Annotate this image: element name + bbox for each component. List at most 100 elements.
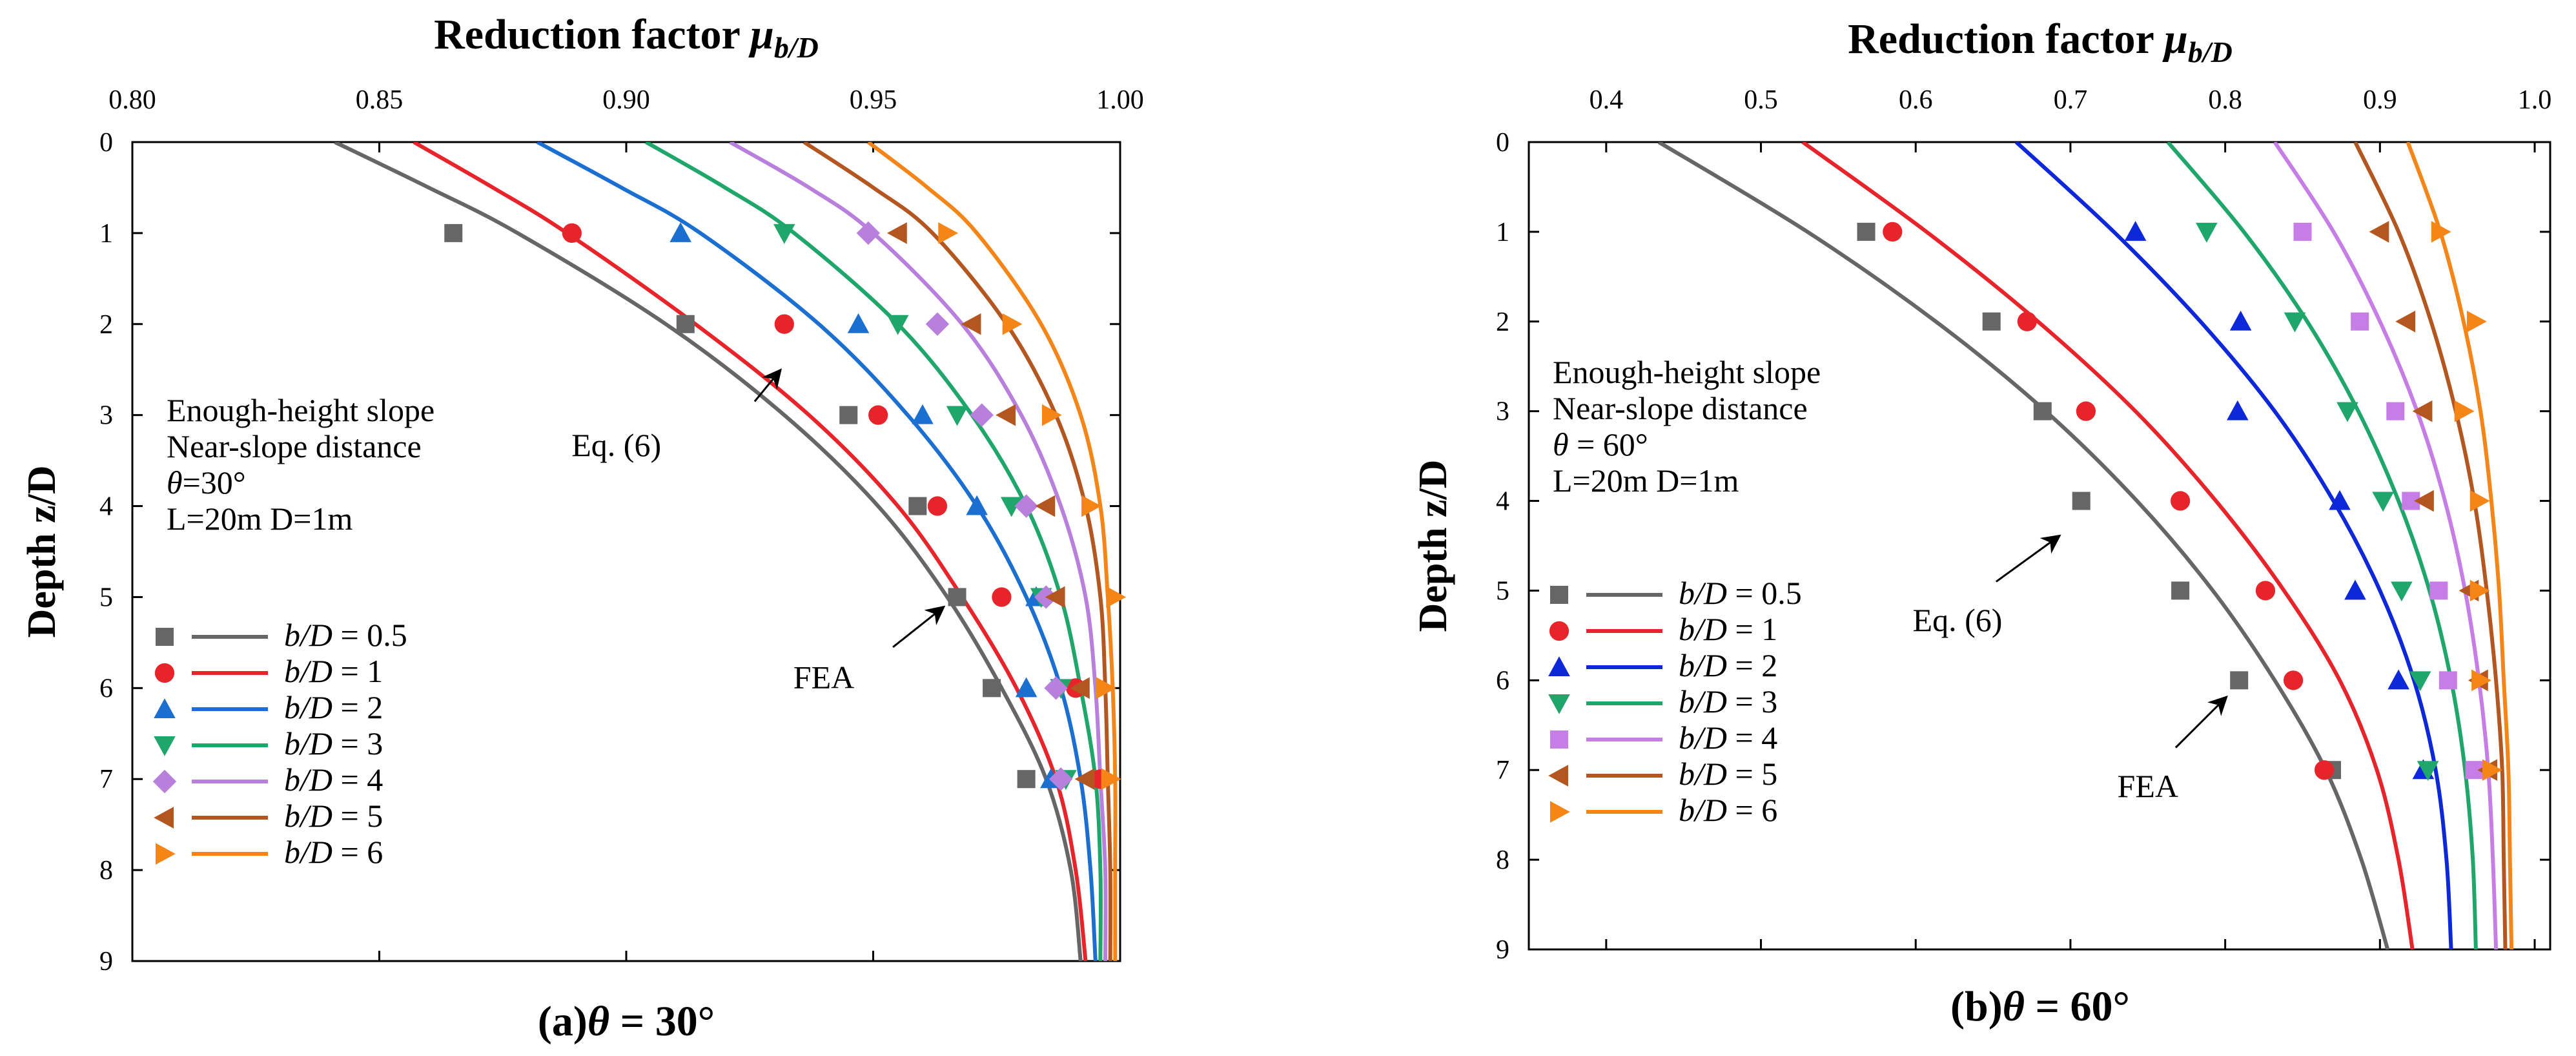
chart-panel-b: 0.4 0.5 0.6 0.7 0.8 0.9 1.0 0 1 2 3 4 5 6 7 8 9 Reduction… xyxy=(1411,16,2551,1030)
data-point xyxy=(1096,677,1116,699)
data-point xyxy=(908,497,927,515)
x-axis-symbol: μ xyxy=(748,11,774,58)
x-tick-label: 1.00 xyxy=(1096,85,1144,115)
legend-marker xyxy=(1550,730,1568,749)
legend-label: b/D = 1 xyxy=(284,653,383,689)
data-point xyxy=(983,679,1001,698)
y-tick-label: 8 xyxy=(1496,845,1509,875)
y-tick-label: 0 xyxy=(99,128,113,158)
series-line xyxy=(413,142,1088,961)
legend-value: = 3 xyxy=(332,725,383,761)
data-point xyxy=(961,313,981,335)
data-point xyxy=(2395,310,2416,333)
data-point xyxy=(774,314,794,334)
legend-label: b/D = 1 xyxy=(1679,611,1777,647)
legend-label: b/D = 0.5 xyxy=(284,617,407,653)
data-point xyxy=(2454,400,2475,422)
legend-var: b/D xyxy=(284,761,332,798)
legend-var: b/D xyxy=(1679,720,1727,756)
data-point xyxy=(886,315,909,335)
x-axis-subscript: b/D xyxy=(2188,36,2233,68)
data-point xyxy=(2469,579,2490,602)
legend-var: b/D xyxy=(1679,575,1727,611)
legend-marker xyxy=(1550,801,1570,823)
data-point xyxy=(1017,770,1036,789)
data-point xyxy=(2227,400,2249,420)
data-point xyxy=(2284,312,2306,333)
curves xyxy=(334,142,1118,961)
x-axis-title: Reduction factor μb/D xyxy=(434,11,819,64)
panel-caption: (b)θ = 60° xyxy=(1950,983,2130,1030)
data-point xyxy=(996,404,1016,426)
legend-marker xyxy=(156,843,176,865)
legend-label: b/D = 2 xyxy=(284,689,383,725)
legend-var: b/D xyxy=(284,798,332,834)
legend-value: = 0.5 xyxy=(332,617,407,653)
y-tick-label: 8 xyxy=(99,856,113,885)
caption-label: (b) xyxy=(1950,983,2003,1030)
data-point xyxy=(2482,759,2502,782)
y-tick-label: 1 xyxy=(1496,218,1509,247)
data-point xyxy=(1883,222,1903,242)
x-tick-label: 0.95 xyxy=(850,85,897,115)
plot-frame xyxy=(131,141,1121,962)
data-point xyxy=(444,223,463,242)
x-tick-label: 1.0 xyxy=(2518,85,2552,115)
legend-var: b/D xyxy=(284,834,332,870)
data-point xyxy=(1070,677,1090,699)
legend-var: b/D xyxy=(1679,683,1727,720)
data-point xyxy=(925,312,950,336)
data-point xyxy=(1044,676,1068,700)
caption-label: (a) xyxy=(538,998,588,1045)
y-tick-label: 6 xyxy=(1496,666,1509,696)
y-tick-label: 3 xyxy=(99,401,113,431)
data-point xyxy=(2314,760,2335,780)
data-point xyxy=(2230,671,2249,690)
data-point xyxy=(2171,581,2190,600)
x-tick-label: 0.90 xyxy=(602,85,650,115)
annotation-label: FEA xyxy=(2118,768,2178,804)
legend-value: = 2 xyxy=(332,689,383,725)
data-point xyxy=(1857,222,1876,241)
y-tick-label: 9 xyxy=(1496,935,1509,965)
info-line: Enough-height slope xyxy=(167,392,434,428)
x-tick-label: 0.7 xyxy=(2054,85,2088,115)
legend-var: b/D xyxy=(284,689,332,725)
series-line xyxy=(334,142,1083,961)
legend-marker xyxy=(1548,694,1570,714)
legend-label: b/D = 5 xyxy=(1679,756,1777,792)
data-point xyxy=(992,587,1012,607)
data-point xyxy=(948,588,966,606)
data-point xyxy=(2438,671,2457,690)
legend-marker xyxy=(154,663,175,683)
data-point xyxy=(2414,490,2434,512)
y-tick-label: 2 xyxy=(99,310,113,340)
data-point xyxy=(927,496,948,516)
data-point xyxy=(2469,490,2490,512)
legend-value: = 3 xyxy=(1727,683,1777,720)
data-point xyxy=(2171,491,2191,511)
annotation-arrow xyxy=(753,368,782,402)
data-point xyxy=(839,406,858,424)
series-line xyxy=(1801,142,2415,949)
y-axis-title: Depth z/D xyxy=(20,466,64,638)
legend-value: = 4 xyxy=(332,761,383,798)
legend-marker xyxy=(1548,765,1568,787)
data-point xyxy=(938,222,959,244)
data-point xyxy=(1015,677,1038,698)
y-tick-label: 3 xyxy=(1496,397,1509,427)
legend-value: = 0.5 xyxy=(1727,575,1802,611)
series-line xyxy=(2353,142,2508,949)
series-line xyxy=(2273,142,2499,949)
caption-value: = 60° xyxy=(2025,983,2130,1030)
data-point xyxy=(1049,767,1073,791)
legend-var: b/D xyxy=(1679,756,1727,792)
y-tick-label: 7 xyxy=(99,765,113,794)
y-tick-label: 9 xyxy=(99,947,113,977)
data-point xyxy=(1041,404,1062,426)
data-point xyxy=(2466,310,2487,333)
info-line: L=20m D=1m xyxy=(1553,462,1739,499)
legend-label: b/D = 0.5 xyxy=(1679,575,1802,611)
legend-var: b/D xyxy=(284,653,332,689)
